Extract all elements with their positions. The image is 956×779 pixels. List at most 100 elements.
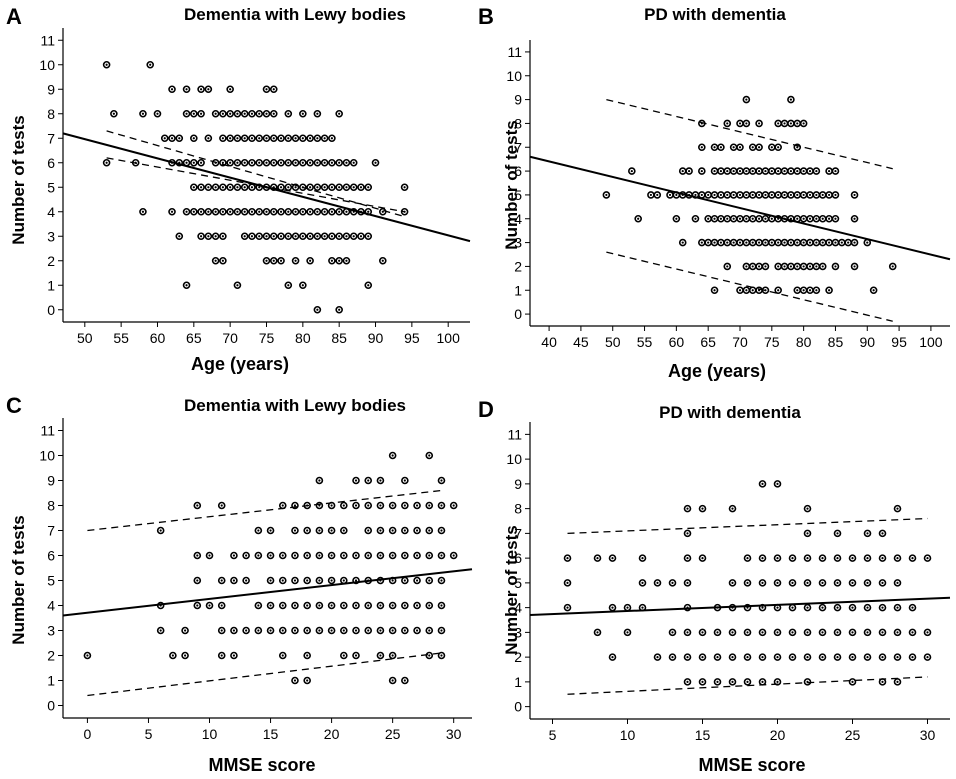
data-point [893,678,902,686]
data-point [425,626,434,635]
data-point [878,653,887,661]
data-point [277,134,285,143]
x-tick-label: 30 [920,727,936,743]
data-point [413,576,421,585]
data-point [780,238,789,247]
data-point [787,119,795,128]
data-point [197,85,205,94]
data-point [335,305,343,314]
data-point [401,676,409,685]
data-point [303,626,311,635]
data-point [833,603,842,612]
data-point [190,207,198,216]
data-point [233,109,242,118]
data-point [799,167,808,175]
data-point [713,653,722,661]
data-point [806,191,814,199]
data-point [806,214,814,223]
data-point [352,576,360,585]
x-tick-label: 100 [437,330,461,346]
x-tick-label: 75 [259,330,275,346]
data-point [761,262,770,271]
data-point [908,628,917,637]
data-point [563,554,572,562]
data-point [277,207,285,216]
data-point [378,256,387,265]
y-tick-label: 11 [507,44,522,60]
y-tick-label: 5 [514,187,522,203]
ci-upper-line [87,489,442,532]
data-point [291,232,300,241]
data-point [364,551,373,560]
data-point [182,109,191,118]
data-point [774,143,782,152]
data-point [653,191,662,199]
data-point [190,183,198,192]
data-point [748,167,757,175]
data-point [299,158,307,167]
data-point [342,183,351,192]
x-axis-label: Age (years) [668,361,766,381]
data-point [878,579,887,587]
data-point [266,551,275,560]
y-tick-label: 0 [514,306,522,322]
data-point [168,207,176,216]
data-point [262,158,271,167]
data-point [863,653,872,661]
x-tick-label: 10 [620,727,636,743]
panel-letter: B [478,4,494,29]
data-point [303,651,311,660]
data-point [219,207,227,216]
data-point [342,158,351,167]
y-axis-label: Number of tests [502,525,521,654]
data-point [401,576,409,585]
data-point [863,579,872,587]
data-point [340,651,348,660]
data-point [255,207,264,216]
data-point [204,134,213,143]
x-tick-label: 20 [324,726,340,742]
data-point [168,85,176,94]
data-point [863,603,872,612]
data-point [793,119,802,128]
panel-letter: A [6,4,22,29]
y-tick-label: 10 [506,68,522,84]
data-point [388,651,397,660]
data-point [628,167,636,175]
data-point [299,134,307,143]
ci-lower-line [606,251,893,322]
data-point [893,628,902,637]
data-point [254,601,263,610]
data-point [376,651,385,660]
data-point [723,167,732,175]
ci-lower-line [106,157,405,213]
x-tick-label: 25 [845,727,861,743]
data-point [219,232,227,241]
data-point [788,579,797,587]
data-point [352,626,360,635]
data-point [197,207,205,216]
y-tick-label: 8 [514,115,522,131]
data-point [352,601,360,610]
data-point [850,191,859,199]
data-point [761,214,770,223]
data-point [768,167,776,175]
data-point [269,232,278,241]
data-point [713,628,722,637]
data-point [342,256,351,265]
data-point [728,579,737,587]
data-point [313,109,322,118]
data-point [803,628,812,637]
data-point [437,601,446,610]
data-point [284,281,293,290]
data-point [717,167,725,175]
y-tick-label: 7 [47,130,55,146]
data-point [742,262,751,271]
data-point [710,167,719,175]
data-point [863,628,872,637]
data-point [315,526,324,535]
data-point [729,167,738,175]
x-tick-label: 15 [695,727,711,743]
data-point [269,207,278,216]
data-point [812,238,821,247]
